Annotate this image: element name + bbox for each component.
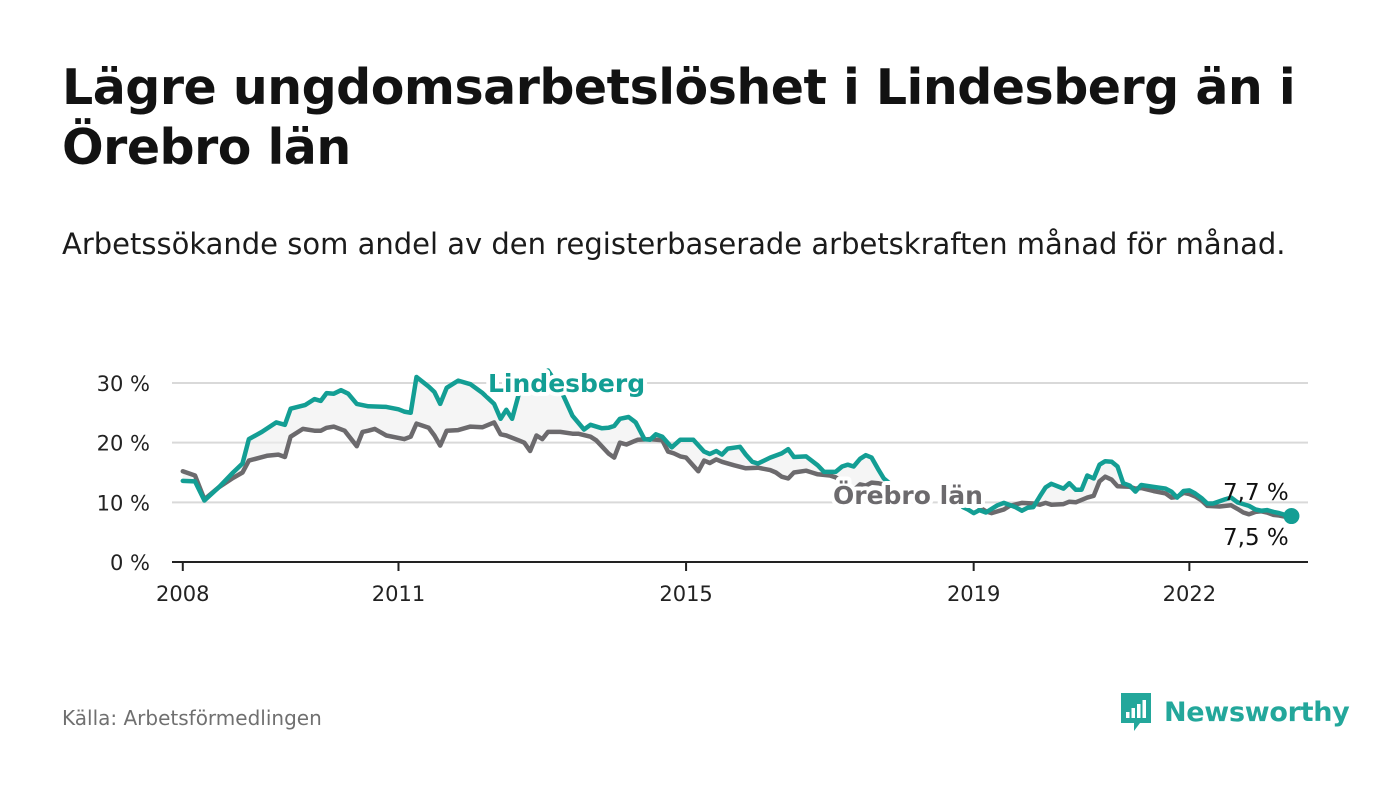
lindesberg-label: Lindesberg bbox=[488, 369, 645, 398]
chart-title: Lägre ungdomsarbetslöshet i Lindesberg ä… bbox=[62, 59, 1296, 176]
x-tick-label: 2022 bbox=[1163, 582, 1216, 606]
orebro-lan-line bbox=[180, 420, 887, 502]
x-tick-label: 2011 bbox=[372, 582, 425, 606]
axes: 0 % 10 % 20 % 30 % 2008 2011 2015 2019 2022 bbox=[97, 372, 1308, 606]
y-tick-label: 0 % bbox=[110, 551, 150, 575]
chart-subtitle: Arbetssökande som andel av den registerb… bbox=[62, 227, 1286, 261]
end-point-marker bbox=[1283, 508, 1300, 525]
lindesberg-end-value: 7,7 % bbox=[1223, 480, 1289, 506]
lindesberg-label-halo: Lindesberg bbox=[488, 369, 645, 398]
brand-logo: Newsworthy bbox=[1118, 688, 1350, 736]
series-lines bbox=[180, 368, 1300, 525]
y-tick-label: 20 % bbox=[97, 432, 150, 456]
brand-name: Newsworthy bbox=[1164, 696, 1350, 728]
lindesberg-line bbox=[960, 458, 1294, 519]
x-tick-label: 2019 bbox=[947, 582, 1000, 606]
orebro-lan-label: Örebro län bbox=[833, 480, 983, 510]
newsworthy-icon bbox=[1121, 693, 1151, 731]
orebro-lan-end-value: 7,5 % bbox=[1223, 525, 1289, 551]
y-tick-label: 30 % bbox=[97, 372, 150, 396]
y-tick-label: 10 % bbox=[97, 491, 150, 515]
x-tick-label: 2008 bbox=[156, 582, 209, 606]
orebro-lan-label-halo: Örebro län bbox=[833, 480, 983, 510]
grid-lines bbox=[172, 382, 1308, 504]
source-note: Källa: Arbetsförmedlingen bbox=[62, 706, 322, 730]
lindesberg-line bbox=[180, 368, 892, 503]
line-chart: 0 % 10 % 20 % 30 % 2008 2011 2015 2019 2022 Lind… bbox=[97, 365, 1308, 606]
x-tick-label: 2015 bbox=[659, 582, 712, 606]
